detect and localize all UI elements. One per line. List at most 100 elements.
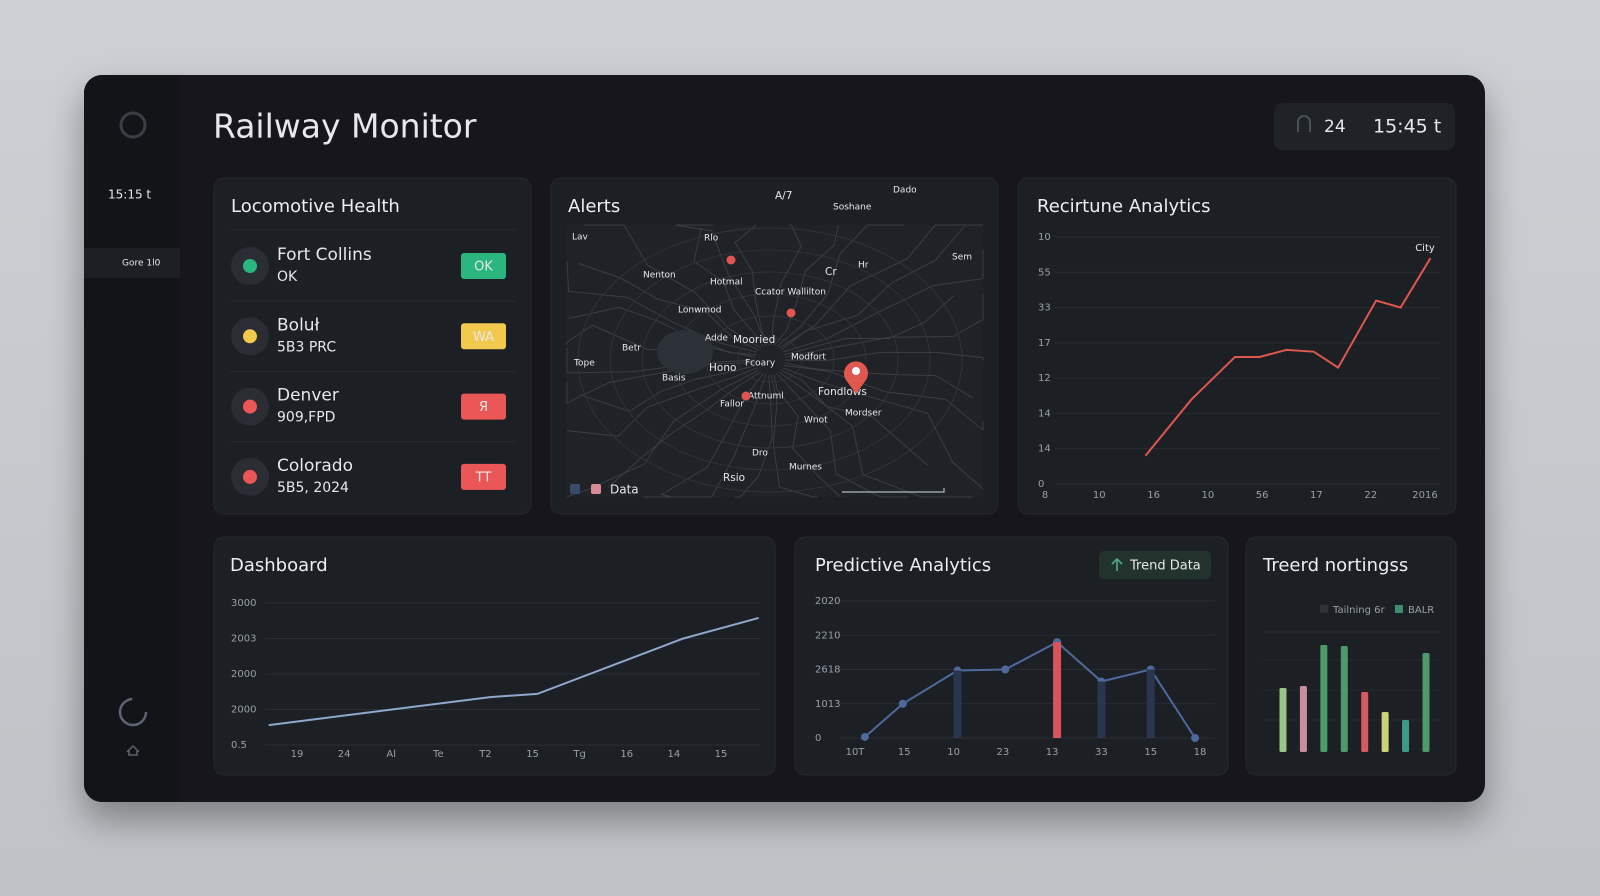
x-tick-label: 23: [996, 747, 1009, 758]
x-tick-label: 10: [1093, 490, 1106, 501]
x-tick-label: 2016: [1412, 490, 1437, 501]
alert-marker[interactable]: [844, 361, 868, 394]
status-badge[interactable]: [461, 253, 506, 279]
panel: [213, 536, 776, 776]
status-badge[interactable]: [461, 323, 506, 350]
point: [860, 732, 869, 741]
map-road: [770, 224, 802, 346]
sidebar-item[interactable]: Gore 1l0: [122, 259, 161, 269]
x-tick-label: 19: [291, 749, 304, 760]
loco-detail: OK: [277, 269, 298, 285]
y-tick-label: 0.5: [231, 740, 247, 751]
sidebar-item-bg[interactable]: [84, 248, 180, 278]
map-road: [782, 249, 984, 353]
map-road: [778, 371, 973, 498]
bar: [1279, 688, 1287, 752]
map-label: Adde: [705, 334, 728, 344]
status-badge-label[interactable]: Я: [479, 400, 488, 415]
y-tick-label: 33: [1038, 303, 1051, 314]
home-icon[interactable]: [126, 744, 140, 756]
map-road: [776, 373, 908, 498]
alert-pin[interactable]: [726, 255, 736, 265]
x-tick-label: 33: [1095, 747, 1108, 758]
map-road: [734, 224, 770, 346]
map-road: [568, 306, 757, 356]
x-tick-label: 24: [338, 749, 351, 760]
y-tick-label: 14: [1038, 408, 1051, 419]
point: [1001, 665, 1010, 674]
alert-pin[interactable]: [786, 308, 796, 318]
map-road: [782, 367, 984, 490]
trend-button[interactable]: [1099, 551, 1211, 579]
map-road: [773, 224, 839, 346]
line-series: [1144, 257, 1432, 457]
map-road: [784, 362, 973, 399]
loading-spinner: [118, 697, 148, 727]
panel-title: Dashboard: [230, 555, 328, 576]
status-badge-label[interactable]: TT: [475, 470, 492, 485]
x-tick-label: Te: [432, 749, 444, 760]
loco-name: Fort Collins: [277, 245, 372, 265]
x-tick-label: 15: [1144, 747, 1157, 758]
panel-title: Recirtune Analytics: [1037, 196, 1210, 217]
clock-box: [1274, 103, 1455, 150]
map-area: [657, 330, 713, 374]
trend-button-label[interactable]: Trend Data: [1129, 559, 1201, 574]
x-tick-label: T2: [478, 749, 491, 760]
status-badge[interactable]: [461, 393, 506, 420]
map-road: [566, 347, 756, 374]
map-label: Attnuml: [748, 392, 784, 402]
panel: [1017, 177, 1457, 515]
app-title: Railway Monitor: [213, 107, 477, 146]
y-tick-label: 1013: [815, 699, 840, 710]
loco-detail: 5B3 PRC: [277, 339, 336, 355]
loco-name: Boluł: [277, 315, 320, 335]
status-badge-label[interactable]: OK: [474, 260, 493, 275]
clock-time: 15:45 t: [1373, 116, 1441, 138]
map-ring-road: [737, 337, 803, 383]
line-series: [864, 640, 1196, 739]
map: [567, 225, 983, 497]
bar: [1402, 720, 1410, 752]
x-tick-label: 15: [898, 747, 911, 758]
map-road: [770, 374, 818, 498]
point: [898, 699, 907, 708]
map-ring-road: [609, 249, 931, 471]
legend-label: Tailning 6r: [1332, 605, 1385, 616]
map-label: Hono: [709, 362, 736, 374]
y-tick-label: 2618: [815, 665, 840, 676]
arrow-icon[interactable]: [1111, 557, 1123, 571]
y-tick-label: 17: [1038, 338, 1051, 349]
map-road: [783, 364, 984, 432]
point: [1191, 734, 1200, 742]
y-tick-label: 14: [1038, 444, 1051, 455]
status-badge[interactable]: [461, 463, 506, 490]
x-tick-label: 13: [1046, 747, 1059, 758]
status-dot: [243, 399, 257, 414]
map-label: Fcoary: [745, 359, 776, 369]
map-road: [780, 225, 965, 351]
map-road: [778, 224, 983, 349]
y-tick-label: 2020: [815, 596, 840, 607]
map-roads: [566, 224, 984, 498]
panel-title: Alerts: [568, 196, 620, 217]
map-road: [693, 227, 764, 347]
map-road: [784, 293, 984, 358]
alert-marker-dot[interactable]: [852, 367, 860, 375]
status-badge-label[interactable]: WA: [473, 330, 494, 345]
map-label: Hotmal: [710, 278, 743, 288]
map-label: Mordser: [845, 409, 882, 419]
map-road: [583, 224, 762, 349]
x-tick-label: 56: [1256, 490, 1269, 501]
bar: [1340, 646, 1348, 752]
map-scale: [842, 488, 945, 493]
bar: [1299, 686, 1307, 752]
alert-pin[interactable]: [741, 391, 751, 401]
bar: [953, 670, 962, 738]
map-road: [776, 224, 904, 347]
map-road: [607, 371, 762, 489]
clock-icon: [1297, 115, 1311, 132]
x-tick-label: 16: [1147, 490, 1160, 501]
